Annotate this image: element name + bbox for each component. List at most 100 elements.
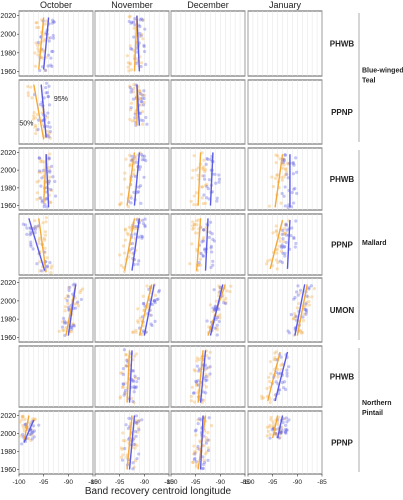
data-point [291, 162, 295, 166]
data-point [192, 154, 196, 158]
data-point [285, 368, 289, 372]
data-point [133, 16, 137, 21]
data-point [141, 18, 145, 22]
fit-line-50 [126, 350, 131, 403]
data-point [142, 93, 147, 97]
data-point [44, 220, 48, 224]
data-point [66, 286, 71, 290]
x-tick-label: -100 [241, 479, 254, 486]
data-point [282, 226, 287, 231]
panel-grid: 50% 95% [18, 10, 323, 475]
data-point [310, 295, 314, 299]
data-point [299, 331, 304, 335]
data-point [291, 160, 295, 165]
panel-ppnp-january [247, 79, 323, 145]
data-point [191, 220, 195, 224]
data-point [124, 364, 129, 368]
data-point [119, 201, 123, 205]
data-point [33, 125, 38, 129]
data-point [222, 301, 226, 305]
data-point [140, 153, 144, 157]
data-point [274, 380, 278, 384]
data-point [140, 418, 144, 422]
data-point [205, 182, 209, 187]
y-tick-label: 2000 [0, 168, 16, 175]
data-point [144, 62, 148, 67]
data-point [306, 295, 310, 299]
data-point [150, 323, 154, 328]
data-point [41, 48, 45, 52]
data-point [133, 354, 137, 358]
data-point [191, 224, 195, 228]
data-point [34, 41, 38, 45]
data-point [36, 53, 40, 57]
data-point [40, 111, 44, 115]
data-point [213, 326, 217, 330]
data-point [134, 61, 139, 66]
data-point [280, 175, 284, 180]
data-point [190, 385, 194, 389]
data-point [283, 430, 288, 434]
data-point [204, 436, 208, 440]
data-point [133, 232, 137, 236]
panel-border [170, 345, 246, 408]
panel-border [94, 79, 170, 145]
data-point [140, 96, 144, 100]
data-point [62, 321, 67, 325]
data-point [37, 49, 41, 53]
data-point [61, 328, 65, 332]
data-point [228, 290, 232, 294]
panel-border [94, 213, 170, 276]
data-point [131, 379, 135, 383]
panel-ppnp-october [18, 79, 94, 145]
data-point [35, 25, 39, 30]
data-point [195, 364, 199, 368]
data-point [208, 230, 212, 234]
data-point [286, 205, 290, 210]
fit-line-50 [296, 284, 308, 336]
data-point [292, 201, 296, 205]
data-point [205, 378, 209, 382]
data-point [36, 47, 40, 51]
data-point [191, 460, 195, 464]
data-point [279, 430, 283, 434]
data-point [125, 357, 129, 362]
data-point [275, 173, 280, 177]
data-point [217, 173, 221, 177]
data-point [25, 226, 29, 230]
panel-border [18, 147, 94, 211]
panel-ppnp-january [247, 410, 323, 475]
data-point [205, 366, 209, 370]
data-point [201, 444, 206, 448]
data-point [276, 154, 280, 158]
data-point [273, 351, 277, 355]
data-point [121, 431, 125, 435]
data-point [141, 37, 145, 41]
data-point [26, 93, 30, 98]
data-point [129, 68, 133, 72]
data-point [196, 444, 200, 449]
fit-line-95 [131, 218, 141, 271]
data-point [37, 170, 41, 174]
data-point [122, 393, 126, 397]
data-point [46, 64, 50, 68]
column-header-january: January [269, 0, 302, 10]
data-point [206, 446, 210, 450]
data-point [134, 328, 138, 332]
data-point [153, 298, 157, 303]
data-point [284, 231, 288, 235]
data-point [73, 302, 77, 306]
data-point [40, 159, 44, 164]
data-point [294, 241, 298, 246]
fit-line-95 [204, 218, 209, 271]
data-point [79, 288, 83, 293]
data-point [132, 465, 136, 469]
data-point [26, 84, 30, 89]
data-point [197, 417, 201, 421]
data-point [139, 201, 143, 205]
data-point [276, 367, 280, 372]
data-point [131, 379, 136, 383]
data-point [127, 225, 131, 229]
data-point [44, 91, 48, 95]
data-point [281, 160, 286, 165]
